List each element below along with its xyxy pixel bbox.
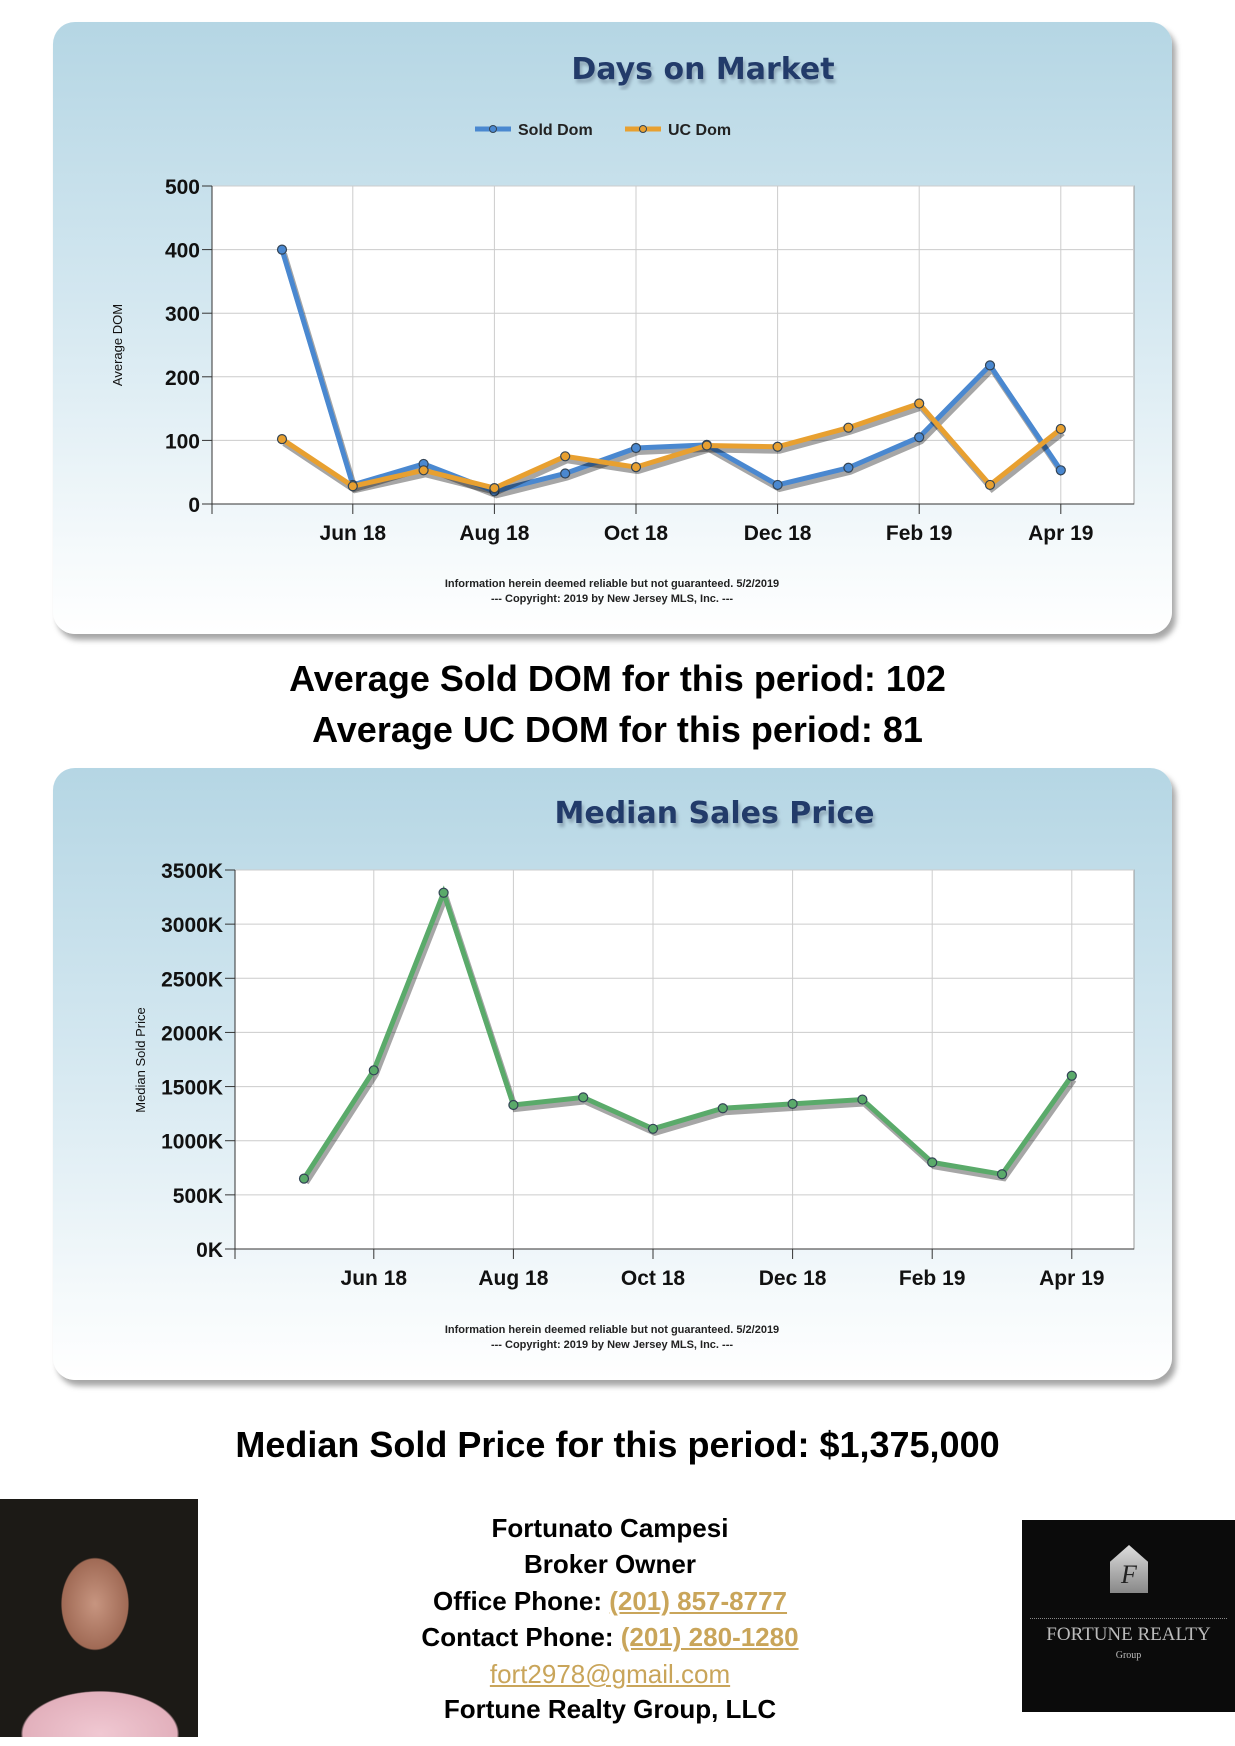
data-point [914,398,925,409]
price-chart: Median Sales Price 0K 500K 1000K 1500K 2000K 2… [133,796,1135,1351]
avg-sold-dom: Average Sold DOM for this period: 102 [289,658,946,699]
y-tick-label: 3000K [161,914,223,937]
data-point [914,432,925,443]
series-line [279,248,1063,494]
contact-phone-line: Contact Phone: (201) 280-1280 [310,1621,910,1653]
x-tick-label: Dec 18 [759,1267,827,1290]
series-shadow [303,887,1077,1185]
y-tick-label: 200 [165,367,200,390]
series-line [280,400,1063,491]
x-tick-label: Jun 18 [341,1267,408,1290]
data-point [560,468,571,479]
data-point [1055,465,1066,476]
data-point [1055,423,1066,435]
logo-initial: F [1121,1560,1137,1589]
y-tick-label: 1500K [161,1077,223,1100]
email-link[interactable]: fort2978@gmail.com [489,1659,731,1689]
data-point [276,244,288,255]
data-point [508,1099,519,1111]
x-tick-label: Feb 19 [899,1267,966,1290]
median-sold-price: Median Sold Price for this period: $1,37… [235,1424,1000,1465]
data-point [701,440,712,451]
data-point [347,481,358,492]
data-point [787,1098,798,1109]
data-point [772,479,783,491]
office-phone-link[interactable]: (201) 857-8777 [609,1586,788,1616]
y-axis-label: Median Sold Price [133,1007,148,1113]
chart-footnote: Information herein deemed reliable but n… [445,1324,779,1336]
series-line [301,885,1074,1180]
contact-title: Broker Owner [524,1549,696,1579]
y-tick-label: 3500K [161,860,223,883]
data-point [418,465,429,476]
dom-chart: Days on Market 0 100 200 300 400 500 Jun 18 Aug … [110,52,1135,605]
data-point [857,1094,868,1105]
plot-area [211,185,1135,505]
y-tick-label: 500 [165,176,200,199]
x-tick-label: Dec 18 [744,522,812,545]
fortune-realty-logo: F FORTUNE REALTY Group [1022,1520,1235,1712]
data-point [630,442,642,454]
email-line: fort2978@gmail.com [310,1658,910,1690]
office-phone-line: Office Phone: (201) 857-8777 [310,1585,910,1617]
chart-title: Days on Market [571,52,834,87]
y-axis-label: Average DOM [110,304,125,386]
x-tick-label: Feb 19 [886,522,953,545]
legend-label: UC Dom [668,122,731,139]
data-point [578,1092,589,1103]
chart-footnote: --- Copyright: 2019 by New Jersey MLS, I… [491,1339,733,1351]
chart-footnote: --- Copyright: 2019 by New Jersey MLS, I… [491,593,733,605]
chart-title: Median Sales Price [555,796,875,831]
data-point [276,434,288,445]
logo-divider [1030,1618,1227,1619]
data-point [630,462,642,473]
data-point [984,360,996,371]
y-tick-label: 2000K [161,1022,223,1045]
logo-name: FORTUNE REALTY [1046,1624,1211,1645]
data-point [489,483,500,494]
x-tick-label: Aug 18 [478,1267,548,1290]
contact-phone-link[interactable]: (201) 280-1280 [620,1622,799,1652]
data-point [368,1065,379,1076]
chart-footnote: Information herein deemed reliable but n… [445,578,779,590]
data-point [996,1169,1008,1180]
legend-label: Sold Dom [518,122,593,139]
data-point [843,422,854,433]
x-tick-label: Apr 19 [1039,1267,1104,1290]
y-tick-label: 0K [196,1239,223,1262]
data-point [772,441,783,452]
agent-photo [0,1499,198,1737]
y-tick-label: 300 [165,303,200,326]
y-tick-label: 500K [173,1185,223,1208]
legend-marker [639,125,647,133]
data-point [560,451,571,462]
x-tick-label: Aug 18 [459,522,529,545]
data-point [647,1123,659,1134]
data-point [438,887,449,898]
y-tick-label: 2500K [161,968,223,991]
x-tick-label: Oct 18 [604,522,669,545]
data-point [717,1103,728,1114]
plot-area [234,869,1135,1250]
x-tick-label: Apr 19 [1028,522,1093,545]
y-tick-label: 1000K [161,1131,223,1154]
x-tick-label: Oct 18 [621,1267,686,1290]
y-tick-label: 400 [165,240,200,263]
contact-name: Fortunato Campesi [491,1513,729,1543]
avg-uc-dom: Average UC DOM for this period: 81 [312,709,923,750]
company-name: Fortune Realty Group, LLC [443,1694,777,1724]
office-phone-label: Office Phone: [432,1586,610,1616]
contact-phone-label: Contact Phone: [421,1622,621,1652]
y-tick-label: 100 [165,430,200,453]
data-point [984,479,996,491]
data-point [298,1173,310,1184]
x-tick-label: Jun 18 [320,522,387,545]
legend-marker [489,125,497,133]
logo-sub: Group [1115,1650,1142,1661]
data-point [1066,1070,1077,1081]
y-tick-label: 0 [188,494,200,517]
data-point [927,1157,938,1168]
data-point [843,462,854,473]
